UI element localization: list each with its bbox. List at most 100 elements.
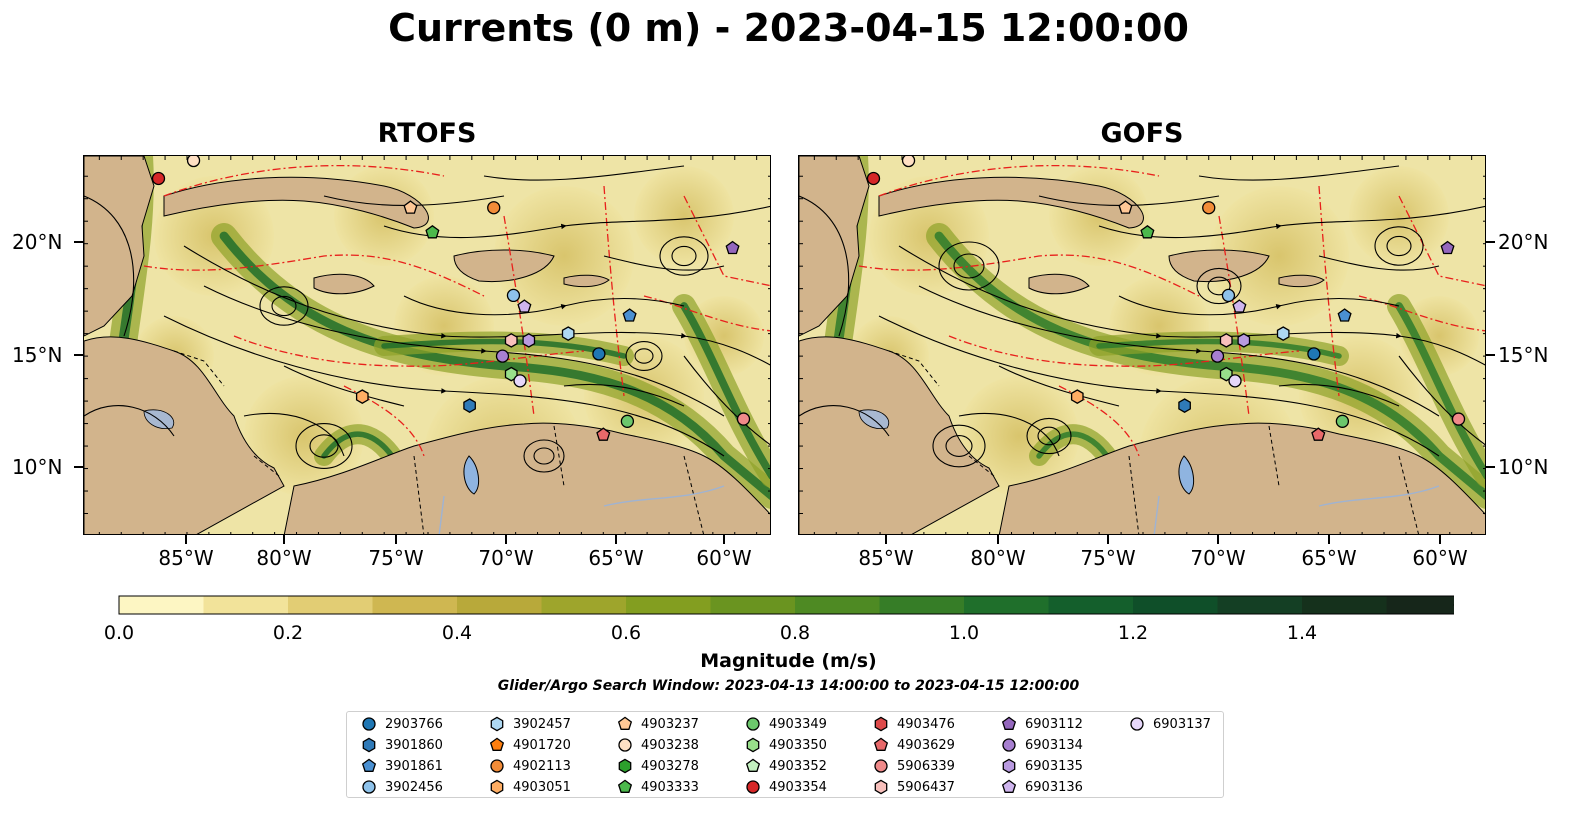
float-marker-4903238 — [186, 156, 201, 168]
legend-item: 3902456 — [361, 777, 443, 797]
legend-marker-circle-icon — [362, 780, 376, 794]
float-marker-6903134 — [495, 349, 510, 363]
legend-label: 5906339 — [897, 758, 955, 774]
colorbar — [118, 595, 1454, 615]
legend-item: 4903333 — [617, 777, 699, 797]
legend-item: 6903137 — [1129, 714, 1211, 734]
legend-marker-pentagon-icon — [873, 737, 889, 751]
float-marker-5906437 — [1219, 333, 1233, 348]
float-marker-3902457 — [1276, 326, 1290, 341]
legend-marker-circle-icon — [746, 717, 760, 731]
float-marker-6903137 — [1228, 374, 1242, 388]
x-tick-label: 70°W — [478, 546, 534, 570]
legend-label: 4903629 — [897, 737, 955, 753]
legend-label: 6903136 — [1025, 779, 1083, 795]
axis-tick-marks — [74, 241, 1495, 544]
rtofs-map — [83, 155, 771, 535]
legend-label: 4902113 — [513, 758, 571, 774]
x-tick-label: 60°W — [1412, 546, 1468, 570]
legend-label: 4901720 — [513, 737, 571, 753]
legend-item: 4903629 — [873, 735, 955, 755]
legend-item: 6903136 — [1001, 777, 1083, 797]
legend-marker-hexagon-icon — [1002, 758, 1016, 774]
legend-label: 4903350 — [769, 737, 827, 753]
float-marker-4903629 — [1311, 427, 1326, 441]
float-marker-6903134 — [1210, 349, 1225, 363]
legend-label: 4903476 — [897, 716, 955, 732]
colorbar-segment — [710, 596, 796, 614]
legend-item: 4903349 — [745, 714, 827, 734]
colorbar-segment — [1217, 596, 1303, 614]
legend-item: 4903278 — [617, 756, 699, 776]
x-tick-label: 75°W — [1080, 546, 1136, 570]
float-marker-4903629 — [596, 427, 611, 441]
colorbar-segment — [795, 596, 880, 614]
legend-marker-hexagon-icon — [490, 779, 504, 795]
legend-marker-hexagon-icon — [490, 716, 504, 732]
float-marker-2903766 — [1307, 347, 1321, 361]
legend-label: 4903051 — [513, 779, 571, 795]
colorbar-tick: 0.0 — [103, 622, 135, 644]
colorbar-segment — [203, 596, 289, 614]
legend-marker-hexagon-icon — [874, 716, 888, 732]
colorbar-extend-arrow — [1386, 596, 1454, 614]
legend-item: 4903352 — [745, 756, 827, 776]
panel-title-gofs: GOFS — [1100, 118, 1184, 149]
legend-item: 3902457 — [489, 714, 571, 734]
float-marker-4903349 — [620, 414, 635, 428]
legend-item: 4903238 — [617, 735, 699, 755]
y-tick-label: 10°N — [1498, 455, 1549, 479]
float-marker-6903112 — [1440, 240, 1455, 255]
colorbar-segment — [1048, 596, 1134, 614]
colorbar-label: Magnitude (m/s) — [700, 650, 877, 672]
colorbar-segment — [964, 596, 1049, 614]
x-tick-label: 65°W — [588, 546, 644, 570]
x-tick-label: 85°W — [858, 546, 914, 570]
float-marker-3902456 — [506, 288, 521, 303]
x-tick-label: 60°W — [696, 546, 752, 570]
legend-item: 6903135 — [1001, 756, 1083, 776]
legend-label: 5906437 — [897, 779, 955, 795]
legend-item: 6903112 — [1001, 714, 1083, 734]
gofs-map — [798, 155, 1486, 535]
legend-label: 4903237 — [641, 716, 699, 732]
legend-label: 3901861 — [385, 758, 443, 774]
colorbar-tick: 0.6 — [610, 622, 642, 644]
legend-label: 4903333 — [641, 779, 699, 795]
float-legend: 2903766 3901860 3901861 3902456 3902457 49017… — [346, 711, 1224, 798]
float-marker-4903349 — [1335, 414, 1350, 428]
float-marker-6903136 — [517, 299, 532, 313]
y-tick-label: 20°N — [1498, 230, 1549, 254]
x-tick-label: 75°W — [368, 546, 424, 570]
legend-label: 6903112 — [1025, 716, 1083, 732]
legend-item: 4903350 — [745, 735, 827, 755]
x-tick-label: 65°W — [1301, 546, 1357, 570]
colorbar-segment — [288, 596, 373, 614]
legend-label: 4903352 — [769, 758, 827, 774]
legend-marker-pentagon-icon — [489, 737, 505, 751]
colorbar-tick: 0.8 — [779, 622, 811, 644]
legend-label: 6903134 — [1025, 737, 1083, 753]
legend-item: 4903051 — [489, 777, 571, 797]
float-marker-5906437 — [504, 333, 518, 348]
legend-item: 3901861 — [361, 756, 443, 776]
legend-marker-pentagon-icon — [1001, 779, 1017, 793]
float-marker-5906339 — [1451, 412, 1466, 426]
legend-marker-circle-icon — [490, 759, 504, 773]
legend-item: 5906339 — [873, 756, 955, 776]
float-marker-4902113 — [487, 201, 501, 215]
float-marker-6903112 — [725, 240, 740, 255]
legend-marker-pentagon-icon — [361, 758, 377, 772]
legend-item: 6903134 — [1001, 735, 1083, 755]
float-marker-3901860 — [463, 398, 476, 413]
legend-label: 4903238 — [641, 737, 699, 753]
colorbar-segment — [372, 596, 458, 614]
legend-marker-hexagon-icon — [874, 779, 888, 795]
float-marker-4903333 — [1140, 224, 1155, 239]
float-marker-4903051 — [355, 389, 369, 404]
float-marker-4902113 — [1202, 201, 1216, 215]
float-marker-4903237 — [403, 200, 418, 214]
float-marker-3902457 — [561, 326, 575, 341]
legend-item: 4903476 — [873, 714, 955, 734]
colorbar-tick: 0.2 — [272, 622, 304, 644]
